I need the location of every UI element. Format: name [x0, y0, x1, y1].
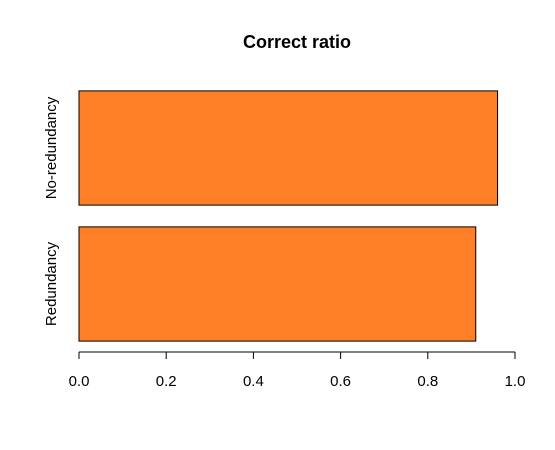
- bars-group: [79, 91, 498, 341]
- bar-no-redundancy: [79, 91, 498, 205]
- x-tick-label: 1.0: [505, 373, 526, 390]
- category-labels-group: Redundancy No-redundancy: [43, 96, 60, 326]
- x-tick-label: 0.4: [243, 373, 264, 390]
- bar-redundancy: [79, 227, 476, 341]
- x-tick-label: 0.0: [69, 373, 90, 390]
- category-label-redundancy: Redundancy: [43, 241, 60, 326]
- x-tick-label: 0.8: [417, 373, 438, 390]
- x-axis: 0.0 0.2 0.4 0.6 0.8 1.0: [69, 352, 526, 390]
- chart-title: Correct ratio: [243, 32, 351, 52]
- category-label-no-redundancy: No-redundancy: [43, 96, 60, 199]
- x-tick-label: 0.2: [156, 373, 177, 390]
- x-tick-label: 0.6: [330, 373, 351, 390]
